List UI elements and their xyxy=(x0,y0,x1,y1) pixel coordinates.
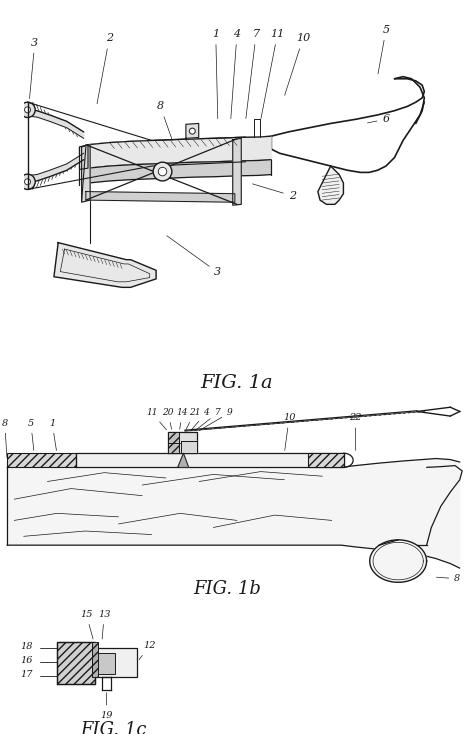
Polygon shape xyxy=(168,432,197,453)
Polygon shape xyxy=(27,153,84,182)
Circle shape xyxy=(20,174,35,189)
Bar xyxy=(92,642,98,677)
Text: 4: 4 xyxy=(191,408,209,430)
Text: 16: 16 xyxy=(20,656,32,665)
Polygon shape xyxy=(308,453,344,468)
Circle shape xyxy=(153,162,172,181)
Text: 2: 2 xyxy=(253,184,296,201)
Text: 4: 4 xyxy=(231,29,241,119)
Text: 13: 13 xyxy=(98,610,110,639)
Polygon shape xyxy=(88,160,271,183)
Circle shape xyxy=(25,107,30,113)
Text: FIG. 1c: FIG. 1c xyxy=(81,721,147,734)
Text: FIG. 1a: FIG. 1a xyxy=(201,374,273,392)
Text: FIG. 1b: FIG. 1b xyxy=(193,581,262,598)
Text: 7: 7 xyxy=(196,408,221,430)
Text: 9: 9 xyxy=(199,408,233,431)
Text: 18: 18 xyxy=(20,642,32,651)
Text: 8: 8 xyxy=(157,101,172,140)
Polygon shape xyxy=(318,166,344,204)
Text: 10: 10 xyxy=(285,33,310,95)
Polygon shape xyxy=(88,137,271,168)
Text: 3: 3 xyxy=(29,37,38,98)
Polygon shape xyxy=(54,243,156,287)
Text: 22: 22 xyxy=(349,413,362,451)
Text: 5: 5 xyxy=(27,418,34,451)
Circle shape xyxy=(189,128,195,134)
Bar xyxy=(95,648,137,677)
Text: 7: 7 xyxy=(246,29,260,119)
Polygon shape xyxy=(181,441,197,453)
Polygon shape xyxy=(233,139,241,206)
Text: 12: 12 xyxy=(139,642,155,660)
Polygon shape xyxy=(178,453,189,468)
Text: 1: 1 xyxy=(212,29,219,119)
Polygon shape xyxy=(7,453,76,468)
Circle shape xyxy=(158,167,167,176)
Text: 8: 8 xyxy=(437,574,461,584)
Polygon shape xyxy=(76,453,344,468)
Polygon shape xyxy=(86,192,235,202)
Bar xyxy=(57,642,95,683)
Text: 8: 8 xyxy=(1,418,8,457)
Polygon shape xyxy=(80,145,88,170)
Bar xyxy=(97,653,115,675)
Text: 11: 11 xyxy=(146,408,166,430)
Text: 1: 1 xyxy=(49,418,56,451)
Text: 17: 17 xyxy=(20,670,32,680)
Text: 19: 19 xyxy=(100,693,113,719)
Polygon shape xyxy=(27,110,84,139)
Polygon shape xyxy=(82,145,90,202)
Polygon shape xyxy=(370,540,427,582)
Text: 15: 15 xyxy=(80,610,93,639)
Text: 21: 21 xyxy=(186,408,200,429)
Text: 6: 6 xyxy=(367,115,390,124)
Polygon shape xyxy=(186,123,199,139)
Polygon shape xyxy=(168,432,179,453)
Circle shape xyxy=(20,102,35,117)
Text: 10: 10 xyxy=(283,413,295,451)
Text: 3: 3 xyxy=(167,236,221,277)
Text: 2: 2 xyxy=(97,33,113,103)
Polygon shape xyxy=(7,459,460,568)
Text: 11: 11 xyxy=(261,29,284,119)
Circle shape xyxy=(25,179,30,185)
Text: 20: 20 xyxy=(163,408,174,429)
Text: 5: 5 xyxy=(378,25,390,74)
Text: 14: 14 xyxy=(177,408,188,429)
